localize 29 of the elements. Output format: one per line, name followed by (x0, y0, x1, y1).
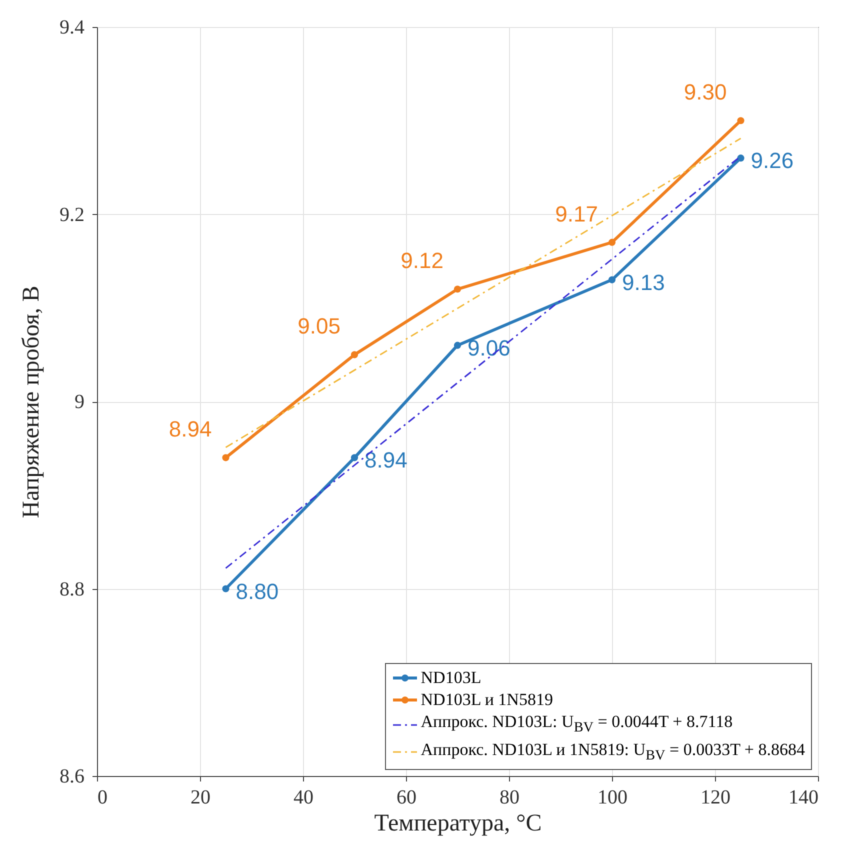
x-tick-label: 140 (788, 786, 818, 808)
y-tick-label: 9.2 (60, 204, 84, 226)
data-label: 9.13 (622, 270, 665, 295)
legend-label: Аппрокс. ND103L: U$_{BV}$ = 0.0044T + 8.7118 (420, 711, 733, 738)
legend-label: ND103L и 1N5819 (420, 689, 553, 712)
x-tick-label: 40 (294, 786, 314, 808)
data-label: 8.94 (168, 416, 212, 442)
x-tick-label: 0 (98, 786, 108, 808)
x-tick-label: 60 (396, 786, 416, 808)
x-tick-label: 100 (598, 786, 628, 808)
y-tick-label: 9 (74, 391, 84, 413)
y-tick-label: 8.8 (60, 578, 84, 600)
y-tick-label: 8.6 (60, 766, 84, 788)
data-label: 8.94 (364, 448, 408, 473)
x-tick-label: 120 (700, 786, 730, 808)
data-label: 9.30 (684, 80, 727, 105)
data-label: 9.12 (400, 248, 444, 274)
data-label: 8.80 (236, 578, 279, 604)
data-label: 9.05 (298, 314, 340, 339)
data-label: 9.06 (468, 335, 510, 360)
y-axis-title: Напряжение пробоя, В (18, 286, 44, 518)
y-tick-label: 9.4 (60, 16, 84, 38)
x-tick-label: 20 (190, 786, 210, 808)
x-tick-label: 80 (500, 786, 520, 808)
legend-label: ND103L (420, 667, 482, 690)
x-axis-title: Температура, °C (374, 810, 542, 836)
data-label: 9.26 (750, 148, 794, 174)
data-label: 9.17 (555, 201, 598, 226)
legend-label: Аппрокс. ND103L и 1N5819: U$_{BV}$ = 0.0033T + 8.8684 (420, 738, 805, 765)
